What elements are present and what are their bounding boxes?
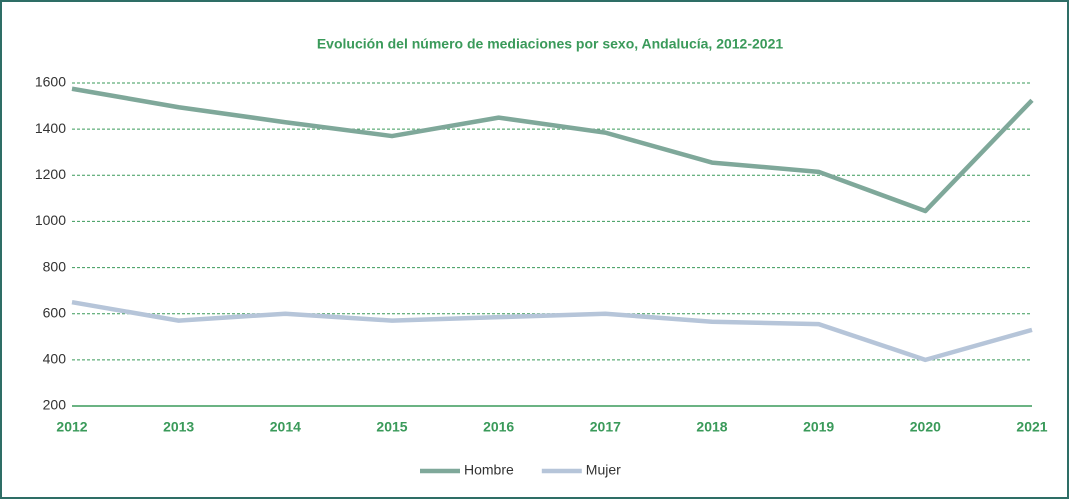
x-tick-label: 2019 — [803, 419, 834, 435]
legend-label: Hombre — [464, 462, 514, 478]
x-tick-label: 2018 — [696, 419, 727, 435]
y-tick-label: 1600 — [35, 74, 66, 90]
x-tick-label: 2017 — [590, 419, 621, 435]
chart-title: Evolución del número de mediaciones por … — [317, 36, 784, 52]
series-line — [71, 86, 1034, 214]
y-tick-label: 200 — [43, 397, 67, 413]
x-tick-label: 2015 — [376, 419, 407, 435]
y-tick-label: 400 — [43, 351, 67, 367]
x-tick-label: 2020 — [910, 419, 941, 435]
y-tick-label: 1400 — [35, 120, 66, 136]
series-line — [71, 299, 1033, 363]
legend-label: Mujer — [586, 462, 621, 478]
y-tick-label: 1200 — [35, 166, 66, 182]
y-tick-label: 600 — [43, 304, 67, 320]
x-tick-label: 2014 — [270, 419, 301, 435]
x-tick-label: 2012 — [56, 419, 87, 435]
y-tick-label: 1000 — [35, 212, 66, 228]
x-tick-label: 2013 — [163, 419, 194, 435]
y-tick-label: 800 — [43, 258, 67, 274]
x-tick-label: 2016 — [483, 419, 514, 435]
x-tick-label: 2021 — [1016, 419, 1047, 435]
